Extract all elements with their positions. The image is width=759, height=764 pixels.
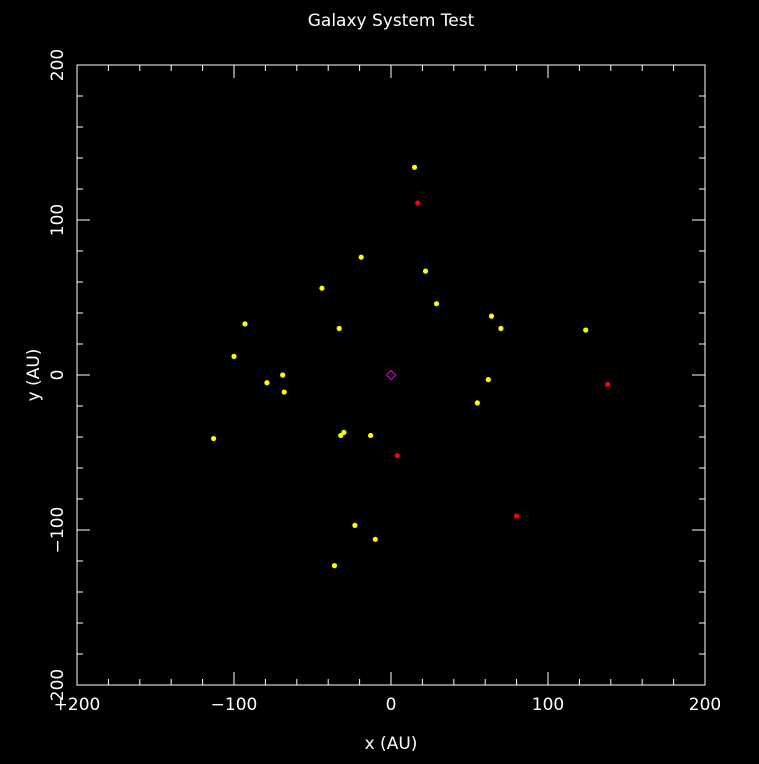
- data-point: [210, 435, 217, 442]
- data-point: [281, 389, 287, 395]
- data-point: [583, 327, 589, 333]
- data-point: [358, 254, 364, 260]
- chart-title: Galaxy System Test: [308, 11, 475, 31]
- data-point: [488, 313, 495, 319]
- data-point: [433, 301, 440, 307]
- data-point: [280, 372, 286, 378]
- data-point: [498, 325, 504, 332]
- x-tick-label: −100: [211, 695, 258, 715]
- data-point: [394, 453, 400, 459]
- y-tick-label: 200: [48, 669, 68, 701]
- x-tick-label: 200: [689, 695, 721, 715]
- axis-tick-labels: +200 −100 0 100 200 200 100 0 −100 200: [48, 49, 721, 715]
- x-tick-label: 0: [386, 695, 397, 715]
- data-point: [367, 432, 374, 439]
- y-tick-label: 0: [48, 370, 68, 381]
- data-point: [319, 285, 325, 291]
- y-tick-label: 100: [48, 204, 68, 236]
- data-point: [474, 400, 480, 406]
- axis-ticks: [76, 64, 706, 686]
- data-point: [331, 563, 338, 569]
- x-tick-label: 100: [532, 695, 564, 715]
- data-point: [231, 353, 237, 359]
- data-point: [264, 380, 270, 386]
- data-point: [411, 164, 418, 170]
- y-axis-label: y (AU): [24, 349, 44, 402]
- data-point-center: [385, 369, 397, 381]
- data-point: [514, 513, 520, 519]
- data-point: [336, 325, 342, 332]
- data-point: [338, 432, 344, 439]
- x-axis-label: x (AU): [365, 734, 418, 754]
- data-point: [422, 268, 429, 274]
- data-point: [352, 522, 358, 528]
- data-point: [605, 381, 611, 387]
- y-tick-label: −100: [48, 507, 68, 554]
- x-tick-label: +200: [54, 695, 101, 715]
- data-point: [415, 200, 421, 206]
- y-tick-label: 200: [48, 49, 68, 81]
- data-point: [485, 377, 491, 383]
- data-point: [372, 536, 378, 542]
- data-points: [210, 164, 611, 569]
- data-point: [242, 321, 248, 327]
